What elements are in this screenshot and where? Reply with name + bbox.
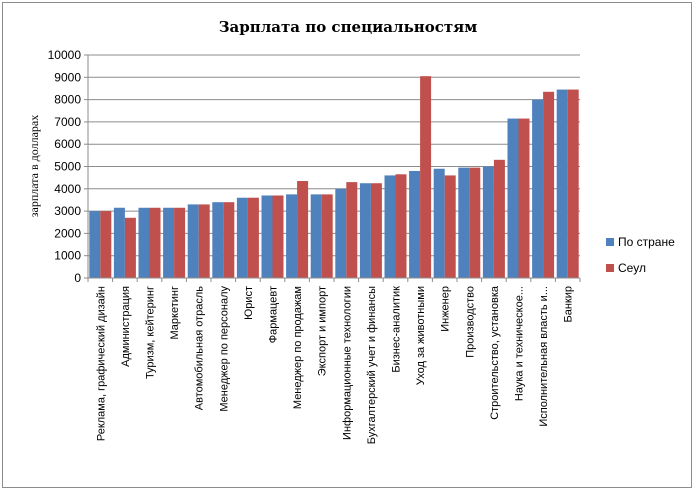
bar (163, 207, 175, 278)
chart-title: Зарплата по специальностям (219, 18, 478, 36)
y-tick-label: 0 (74, 271, 81, 285)
bar (444, 175, 456, 278)
bar (297, 180, 309, 278)
bar (359, 183, 371, 278)
x-tick-label: Фармацевт (268, 286, 280, 343)
bar (384, 175, 396, 278)
y-tick-label: 7000 (54, 115, 81, 129)
bar (518, 118, 530, 279)
y-tick-label: 8000 (54, 93, 81, 107)
legend-label: По стране (618, 235, 675, 249)
bar (346, 182, 358, 278)
bar (532, 99, 544, 278)
x-tick-label: Бизнес-аналитик (391, 286, 403, 373)
bar (507, 118, 519, 279)
bar (395, 174, 407, 278)
x-tick-label: Банкир (563, 286, 575, 323)
x-tick-label: Инженер (440, 286, 452, 332)
x-tick-label: Уход за животными (415, 286, 427, 385)
bar (223, 202, 235, 278)
axes (84, 54, 581, 282)
bar (124, 217, 136, 278)
x-tick-label: Реклама, графический дизайн (95, 286, 107, 441)
x-tick-label: Экспорт и импорт (317, 286, 329, 376)
x-tick-label: Информационные технологии (341, 286, 353, 440)
bar (113, 207, 125, 278)
bar (286, 194, 298, 278)
gridlines (88, 54, 580, 279)
legend-label: Сеул (618, 261, 646, 275)
legend: По стране Сеул (606, 235, 675, 275)
bar (247, 197, 259, 278)
x-tick-label: Производство (464, 286, 476, 358)
bar (420, 76, 432, 278)
y-tick-label: 1000 (54, 249, 81, 263)
x-tick-label: Автомобильная отрасль (194, 286, 206, 411)
bar (482, 166, 494, 278)
bar (272, 195, 284, 278)
bar (138, 207, 150, 278)
x-tick-label: Наука и техническое... (514, 286, 526, 401)
y-tick-labels: 0 1000 2000 3000 4000 5000 6000 7000 8000 9000 100… (48, 48, 82, 285)
x-tick-label: Бухгалтерский учет и финансы (366, 286, 378, 444)
bar (310, 194, 322, 278)
x-tick-label: Маркетинг (169, 286, 181, 339)
bar (174, 207, 186, 278)
y-tick-label: 3000 (54, 204, 81, 218)
bar (100, 211, 112, 278)
x-tick-label: Менеджер по персоналу (218, 286, 230, 412)
x-tick-label: Юрист (243, 286, 255, 320)
y-tick-label: 2000 (54, 226, 81, 240)
bar (409, 170, 421, 278)
y-tick-label: 9000 (54, 70, 81, 84)
bar (187, 204, 199, 278)
x-tick-label: Туризм, кейтеринг (145, 286, 157, 379)
bar (493, 159, 505, 278)
x-tick-label: Строительство, установка (489, 285, 501, 420)
x-tick-labels: Реклама, графический дизайн Администрация… (95, 285, 574, 444)
bar (321, 194, 333, 278)
bar (567, 89, 579, 278)
y-tick-label: 4000 (54, 182, 81, 196)
bar (556, 89, 568, 278)
bar (458, 167, 470, 278)
bar (469, 167, 481, 278)
bar (89, 211, 101, 278)
bar (198, 204, 210, 278)
legend-swatch (606, 264, 614, 272)
bar (543, 91, 555, 278)
y-tick-label: 6000 (54, 137, 81, 151)
bar (335, 188, 347, 278)
x-tick-label: Менеджер по продажам (292, 286, 304, 409)
y-axis-label: зарплата в долларах (27, 115, 41, 217)
bar (370, 183, 382, 278)
bar (236, 197, 248, 278)
y-tick-label: 10000 (48, 48, 82, 62)
x-tick-label: Исполнительная власть и... (538, 286, 550, 427)
bar (433, 168, 445, 278)
x-tick-label: Администрация (120, 286, 132, 367)
bar (149, 207, 161, 278)
bar (212, 202, 224, 278)
legend-swatch (606, 238, 614, 246)
bars (89, 76, 579, 279)
bar (261, 195, 273, 278)
y-tick-label: 5000 (54, 160, 81, 174)
